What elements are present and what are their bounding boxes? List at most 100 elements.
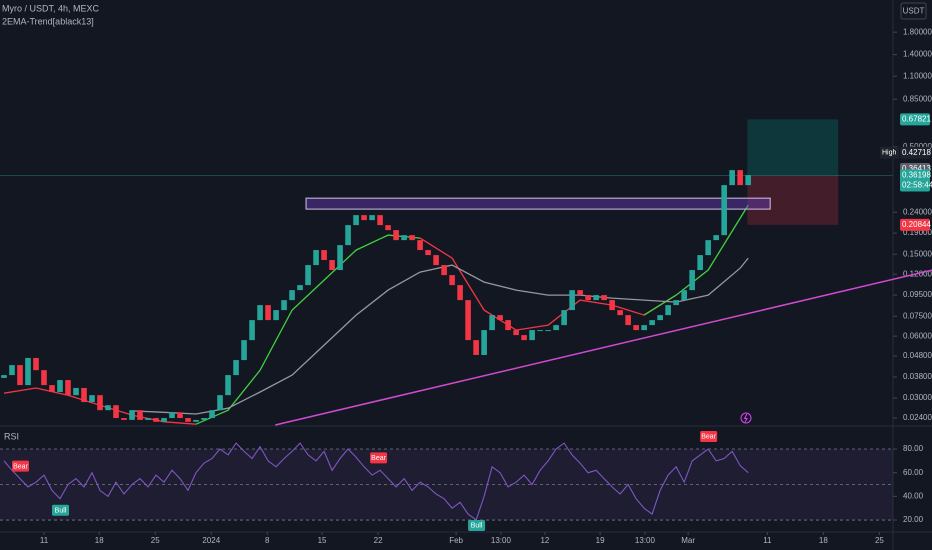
candle [41, 370, 47, 386]
signal-box [700, 431, 718, 443]
signal-label: Bear [701, 434, 716, 441]
candle [225, 375, 231, 396]
currency-box[interactable] [900, 2, 927, 20]
ema-line [131, 257, 749, 415]
currency[interactable]: USDT [903, 7, 925, 16]
candle [497, 315, 503, 321]
y-tick-label: 0.15000 [903, 249, 932, 258]
rsi-title: RSI [4, 431, 19, 441]
candle [681, 290, 687, 301]
candle [673, 300, 679, 306]
candle [465, 300, 471, 341]
candle [593, 295, 599, 301]
y-tick-label: 0.02400 [903, 413, 932, 422]
last-price-label: 0.36198 [902, 171, 931, 180]
y-tick-label: 0.50000 [903, 142, 932, 151]
y-tick-label: 1.10000 [903, 71, 932, 80]
candle [121, 418, 127, 420]
candle [161, 418, 167, 422]
x-tick-label: 13:00 [491, 536, 512, 545]
y-tick-label: 0.19000 [903, 228, 932, 237]
candle [201, 418, 207, 420]
candle [273, 310, 279, 321]
price-label: 0.42718 [902, 148, 931, 157]
y-tick-label: 0.07500 [903, 311, 932, 320]
chart-title: Myro / USDT, 4h, MEXC [2, 3, 100, 13]
candle [265, 305, 271, 321]
candle [169, 412, 175, 419]
candle [25, 357, 31, 386]
candle [65, 380, 71, 396]
rsi-line [3, 442, 749, 521]
x-tick-label: 19 [596, 536, 605, 545]
candle [553, 325, 559, 331]
candle [729, 170, 735, 186]
candle [449, 275, 455, 286]
alert-bolt [743, 413, 748, 423]
candle [353, 215, 359, 226]
candle [289, 290, 295, 301]
rsi-tick-label: 60.00 [903, 468, 924, 477]
candle [489, 315, 495, 331]
candle [417, 240, 423, 251]
candle [585, 295, 591, 301]
candle [129, 410, 135, 420]
candle [249, 320, 255, 341]
candle [385, 225, 391, 231]
candle [57, 380, 63, 393]
target-label: 0.67821 [902, 115, 931, 124]
stop-loss-zone [747, 175, 839, 225]
y-tick-label: 0.06000 [903, 331, 932, 340]
signal-label: Bear [371, 455, 386, 462]
alert-icon[interactable] [740, 412, 752, 424]
signal-label: Bull [471, 523, 483, 530]
candle [713, 235, 719, 241]
y-tick-label: 0.04800 [903, 351, 932, 360]
stop-label: 0.20844 [902, 220, 931, 229]
x-tick-label: 15 [318, 536, 327, 545]
x-tick-label: Mar [681, 536, 695, 545]
rsi-tick-label: 20.00 [903, 515, 924, 524]
candle [505, 320, 511, 331]
candle [577, 290, 583, 296]
signal-box [370, 452, 388, 464]
candle [1, 375, 7, 378]
candle [697, 255, 703, 271]
trendline [275, 269, 932, 426]
candle [305, 265, 311, 286]
candle [609, 300, 615, 311]
candle [617, 310, 623, 316]
candle [193, 419, 199, 422]
candle [329, 260, 335, 271]
x-tick-label: 18 [95, 536, 104, 545]
candle [473, 340, 479, 355]
last-price-label-box [900, 169, 930, 192]
candle [537, 330, 543, 332]
candle [641, 325, 647, 331]
x-tick-label: 18 [819, 536, 828, 545]
candle [313, 250, 319, 266]
candle [17, 365, 23, 386]
x-tick-label: 22 [374, 536, 383, 545]
candle [513, 330, 519, 336]
candle [345, 225, 351, 246]
candle [401, 235, 407, 241]
candle [737, 170, 743, 186]
candle [433, 255, 439, 266]
price-tag-box [880, 146, 899, 159]
candle [113, 405, 119, 419]
candle [145, 418, 151, 420]
y-tick-label: 0.24000 [903, 207, 932, 216]
candle [409, 235, 415, 241]
candle [689, 270, 695, 291]
candle [521, 335, 527, 341]
y-tick-label: 0.85000 [903, 94, 932, 103]
candle [569, 290, 575, 311]
candle [97, 395, 103, 411]
candle [233, 360, 239, 376]
candle [457, 285, 463, 301]
candle [89, 395, 95, 403]
candle [177, 412, 183, 419]
candle [257, 305, 263, 321]
